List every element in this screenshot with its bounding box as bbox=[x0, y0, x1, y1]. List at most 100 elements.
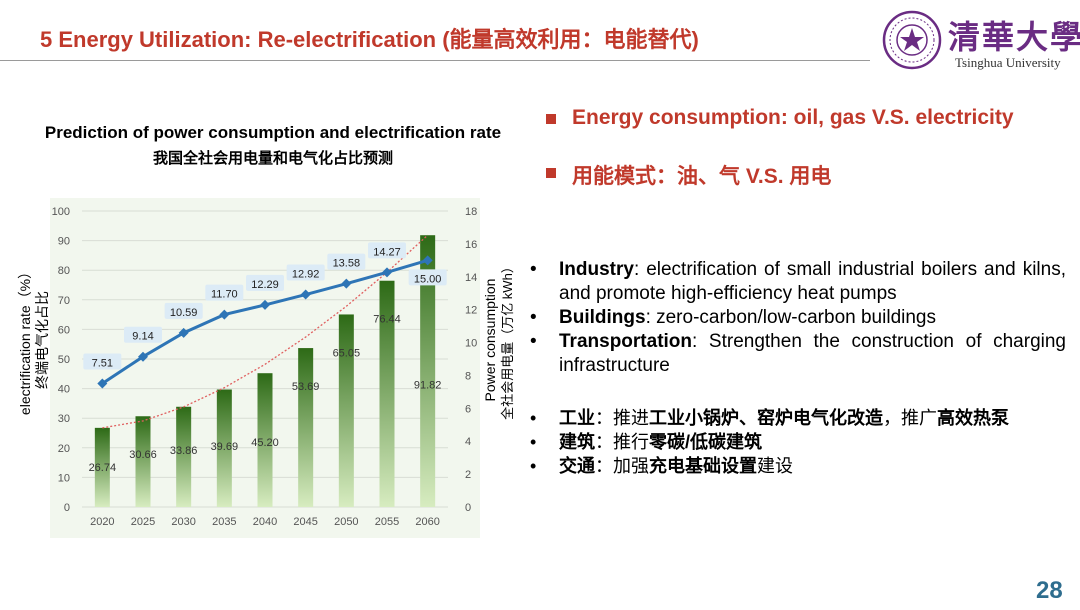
bar bbox=[94, 427, 110, 507]
bar-value-label: 33.86 bbox=[170, 445, 198, 457]
item-heading: Industry bbox=[559, 259, 634, 280]
line-point bbox=[178, 327, 189, 338]
line-value-label: 12.92 bbox=[292, 269, 320, 281]
list-item: • 交通：加强充电基础设置建设 bbox=[530, 454, 1070, 478]
right-axis-tick: 14 bbox=[465, 272, 477, 284]
left-axis-tick: 60 bbox=[58, 324, 70, 336]
bullet-dot-icon: • bbox=[530, 331, 537, 352]
item-text: ：推进 bbox=[595, 408, 649, 428]
left-axis-tick: 70 bbox=[58, 295, 70, 307]
list-item: • Buildings: zero-carbon/low-carbon build… bbox=[530, 306, 1066, 330]
page-number: 28 bbox=[1036, 577, 1063, 604]
bar-value-label: 26.74 bbox=[89, 462, 117, 474]
item-emphasis: 工业小锅炉、窑炉电气化改造 bbox=[649, 408, 883, 428]
item-text: ，推广 bbox=[883, 408, 937, 428]
bar-value-label: 76.44 bbox=[373, 314, 401, 326]
line-label-box bbox=[246, 274, 284, 291]
line-label-box bbox=[83, 353, 122, 370]
list-item: • Industry: electrification of small indu… bbox=[530, 258, 1066, 306]
left-axis-tick: 20 bbox=[58, 443, 70, 455]
bar-value-label: 30.66 bbox=[129, 449, 157, 461]
left-axis-tick: 10 bbox=[58, 472, 70, 484]
line-label-box bbox=[124, 326, 162, 343]
bullet-dot-icon: • bbox=[530, 432, 537, 452]
left-axis-tick: 100 bbox=[52, 206, 70, 218]
bar bbox=[257, 373, 273, 507]
right-axis-tick: 16 bbox=[465, 239, 477, 251]
line-value-label: 10.59 bbox=[170, 307, 198, 319]
item-text: : zero-carbon/low-carbon buildings bbox=[645, 307, 936, 328]
line-value-label: 12.29 bbox=[251, 279, 279, 291]
bar-value-label: 39.69 bbox=[211, 441, 239, 453]
list-item: • Transportation: Strengthen the construc… bbox=[530, 330, 1066, 378]
line-point bbox=[382, 267, 392, 278]
left-axis-tick: 90 bbox=[58, 236, 70, 248]
x-axis-tick: 2060 bbox=[415, 516, 439, 528]
bullet-dot-icon: • bbox=[530, 408, 537, 428]
x-axis-tick: 2035 bbox=[212, 516, 236, 528]
bar bbox=[298, 348, 314, 507]
line-value-label: 13.58 bbox=[333, 258, 361, 270]
line-point bbox=[138, 351, 148, 362]
bar bbox=[420, 235, 436, 507]
line-point bbox=[300, 289, 311, 300]
chart: 010203040506070809010002468101214161826.… bbox=[17, 198, 515, 538]
line-label-box bbox=[205, 284, 244, 301]
bullet-dot-icon: • bbox=[530, 259, 537, 280]
left-axis-tick: 40 bbox=[58, 384, 70, 396]
bullet-dot-icon: • bbox=[530, 307, 537, 328]
line-value-label: 9.14 bbox=[132, 331, 153, 343]
line-value-label: 14.27 bbox=[373, 246, 401, 258]
item-heading: 建筑 bbox=[559, 432, 595, 452]
left-axis-tick: 50 bbox=[58, 354, 70, 366]
line-label-box bbox=[164, 302, 203, 319]
right-axis-tick: 0 bbox=[465, 502, 471, 514]
logo-english-name: Tsinghua University bbox=[955, 55, 1061, 70]
bar bbox=[135, 416, 151, 507]
logo-chinese-name: 清華大學 bbox=[948, 18, 1080, 56]
left-axis-tick: 0 bbox=[64, 502, 70, 514]
left-axis-tick: 30 bbox=[58, 413, 70, 425]
line-point bbox=[219, 309, 230, 320]
chart-title: Prediction of power consumption and elec… bbox=[44, 123, 502, 142]
right-axis-tick: 12 bbox=[465, 305, 477, 317]
left-axis-title: electrification rate（%） bbox=[17, 265, 33, 415]
chinese-measures-list: • 工业：推进工业小锅炉、窑炉电气化改造，推广高效热泵 • 建筑：推行零碳/低碳建筑… bbox=[530, 406, 1070, 478]
bar-value-label: 45.20 bbox=[251, 437, 279, 449]
bar-value-label: 65.05 bbox=[333, 347, 361, 359]
bullet-energy-consumption: Energy consumption: oil, gas V.S. electr… bbox=[572, 106, 1014, 129]
line-label-box bbox=[327, 253, 366, 270]
x-axis-tick: 2025 bbox=[131, 516, 155, 528]
right-axis-tick: 10 bbox=[465, 338, 477, 350]
right-axis-tick: 8 bbox=[465, 370, 471, 382]
line-point bbox=[260, 299, 270, 310]
right-axis-tick: 4 bbox=[465, 436, 471, 448]
right-axis-tick: 2 bbox=[465, 469, 471, 481]
list-item: • 工业：推进工业小锅炉、窑炉电气化改造，推广高效热泵 bbox=[530, 406, 1070, 430]
header-divider bbox=[0, 60, 870, 61]
red-square-bullet-icon bbox=[546, 168, 556, 178]
bar bbox=[216, 389, 232, 507]
item-heading: 工业 bbox=[559, 408, 595, 428]
x-axis-tick: 2040 bbox=[253, 516, 277, 528]
english-measures-list: • Industry: electrification of small indu… bbox=[530, 258, 1066, 378]
line-point bbox=[341, 278, 352, 289]
bullet-energy-mode-cn: 用能模式：油、气 V.S. 用电 bbox=[572, 165, 832, 188]
bar-value-label: 53.69 bbox=[292, 381, 320, 393]
right-axis-title: Power consumption bbox=[482, 279, 498, 402]
right-axis-tick: 18 bbox=[465, 206, 477, 218]
x-axis-tick: 2030 bbox=[171, 516, 195, 528]
bar bbox=[338, 314, 354, 507]
x-axis-tick: 2055 bbox=[375, 516, 399, 528]
item-heading: Transportation bbox=[559, 331, 693, 352]
item-text: : Strengthen the construction of chargin… bbox=[559, 331, 1066, 376]
bullet-dot-icon: • bbox=[530, 456, 537, 476]
bar bbox=[176, 406, 192, 507]
item-text: 建设 bbox=[757, 456, 793, 476]
line-label-box bbox=[286, 264, 325, 281]
item-text: ：推行 bbox=[595, 432, 649, 452]
line-label-box bbox=[408, 269, 447, 286]
item-text: : electrification of small industrial bo… bbox=[559, 259, 1066, 304]
tsinghua-logo: 清華大學 Tsinghua University bbox=[882, 10, 1080, 72]
list-item: • 建筑：推行零碳/低碳建筑 bbox=[530, 430, 1070, 454]
